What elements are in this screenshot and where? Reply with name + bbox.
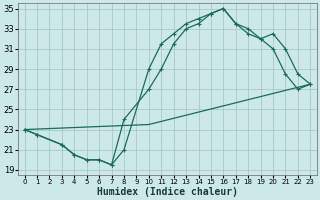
X-axis label: Humidex (Indice chaleur): Humidex (Indice chaleur)	[97, 186, 238, 197]
